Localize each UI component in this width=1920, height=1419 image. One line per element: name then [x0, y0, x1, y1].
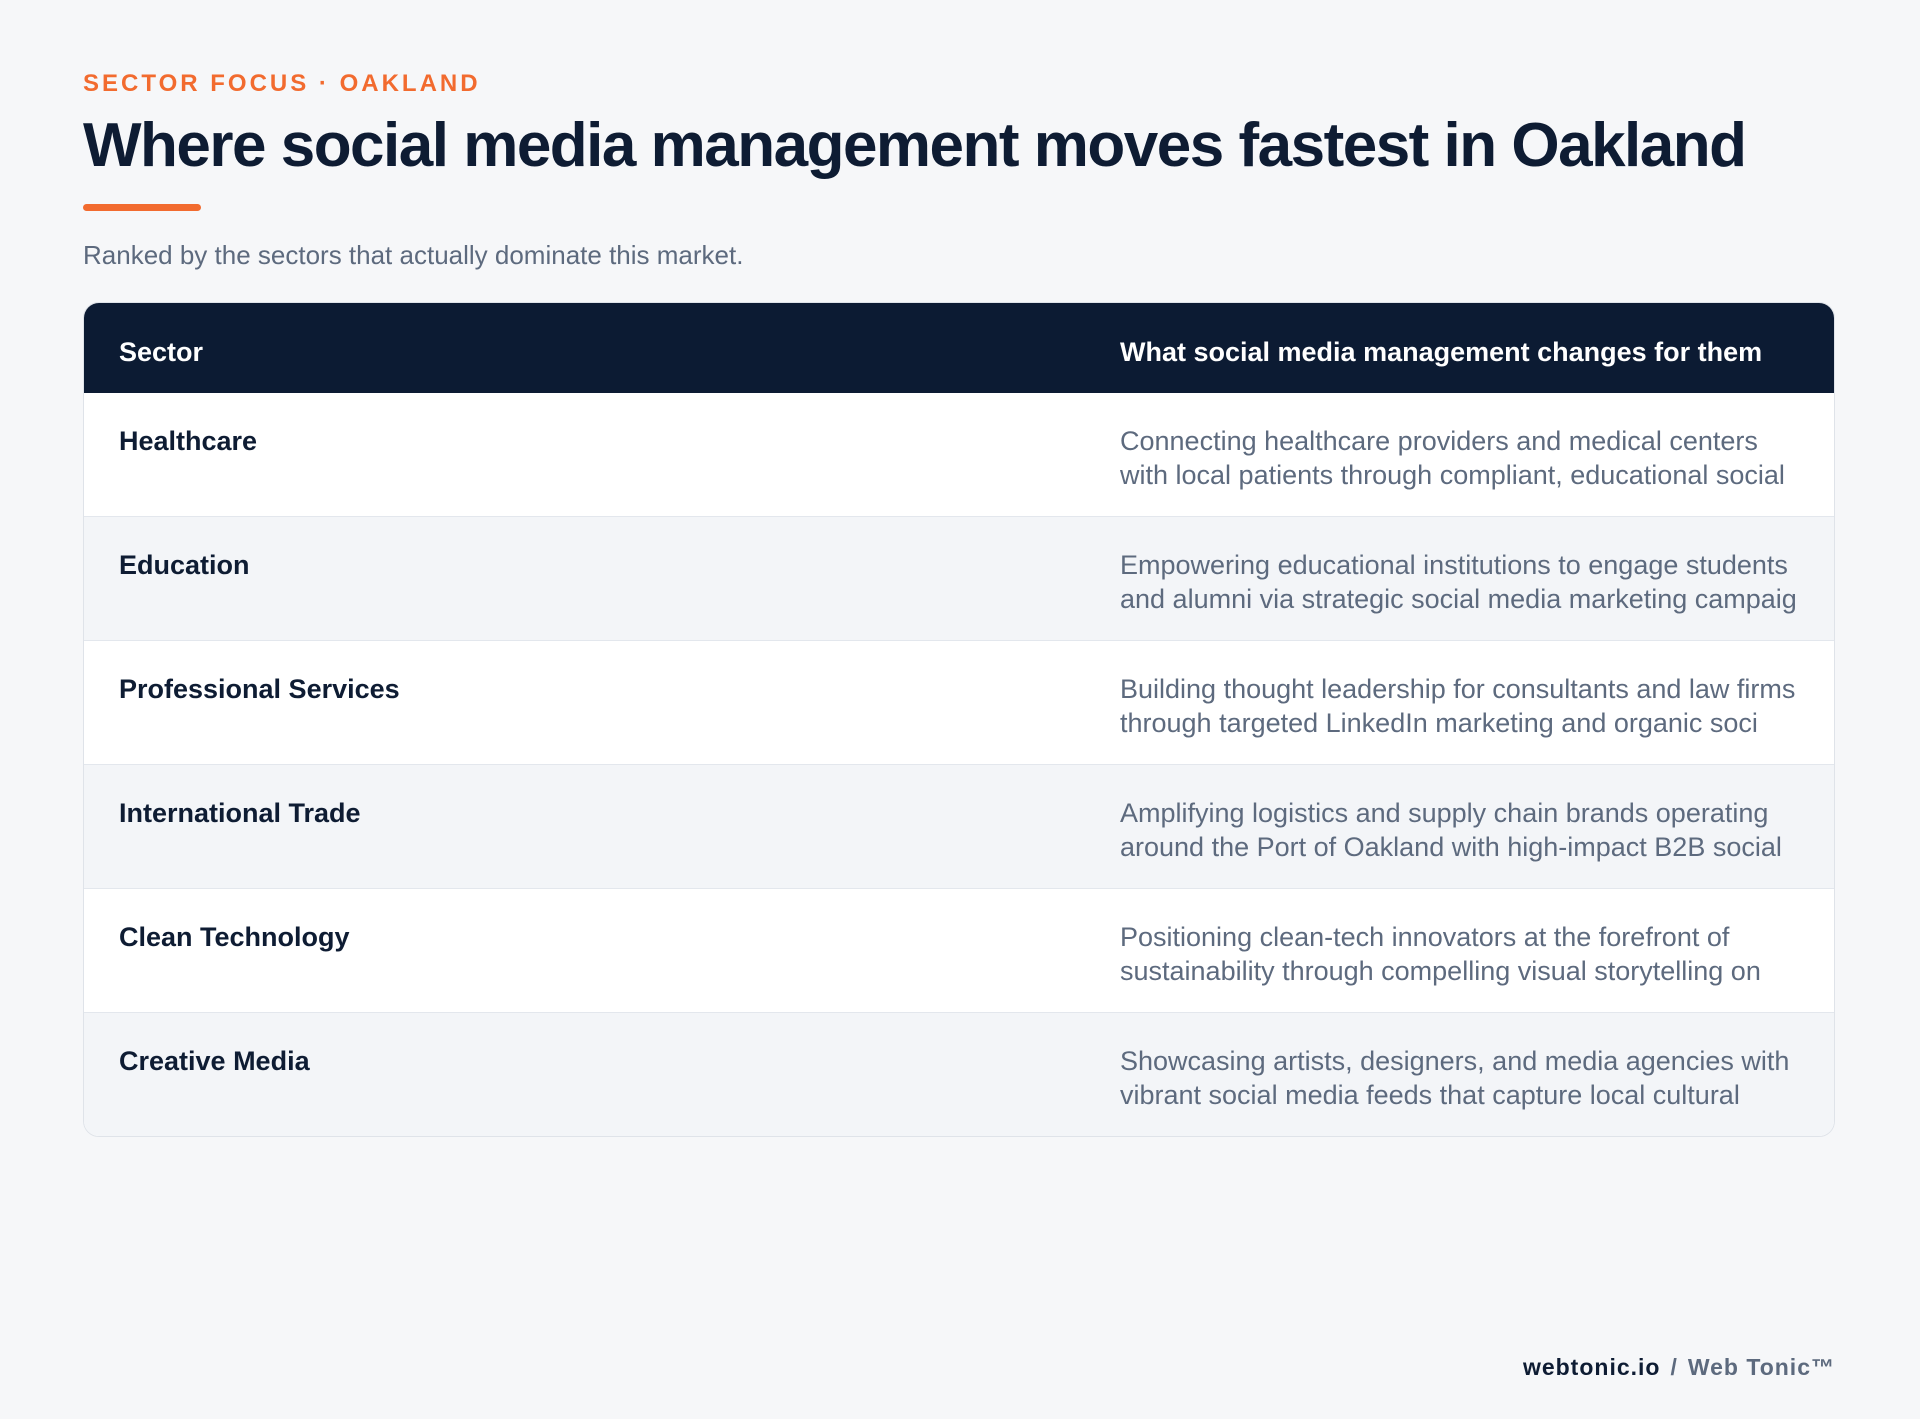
footer-separator: /	[1670, 1354, 1678, 1380]
sector-table: Sector What social media management chan…	[84, 303, 1834, 1136]
table-row: Healthcare Connecting healthcare provide…	[84, 393, 1834, 517]
column-header-changes: What social media management changes for…	[1120, 337, 1763, 367]
table-row: Creative Media Showcasing artists, desig…	[84, 1012, 1834, 1136]
page-content: SECTOR FOCUS · OAKLAND Where social medi…	[83, 70, 1835, 1137]
sector-description: Positioning clean-tech innovators at the…	[1085, 888, 1834, 1013]
sector-description: Empowering educational institutions to e…	[1085, 516, 1834, 641]
sector-description: Showcasing artists, designers, and media…	[1085, 1012, 1834, 1136]
sector-name: Creative Media	[84, 1012, 1085, 1136]
sector-name: Education	[84, 516, 1085, 641]
eyebrow-label: SECTOR FOCUS · OAKLAND	[83, 70, 481, 97]
table-row: Clean Technology Positioning clean-tech …	[84, 888, 1834, 1013]
table-body: Healthcare Connecting healthcare provide…	[84, 393, 1834, 1136]
sector-name: Healthcare	[119, 426, 258, 456]
sector-name: International Trade	[84, 764, 1085, 889]
sector-description: Amplifying logistics and supply chain br…	[1085, 764, 1834, 889]
sector-name: Professional Services	[84, 640, 1085, 765]
sector-name: Clean Technology	[84, 888, 1085, 1013]
footer-brand: Web Tonic™	[1687, 1354, 1835, 1380]
footer-domain: webtonic.io	[1522, 1354, 1661, 1380]
sector-description: Connecting healthcare providers and medi…	[1120, 426, 1785, 490]
table-row: Education Empowering educational institu…	[84, 516, 1834, 641]
table-header-row: Sector What social media management chan…	[84, 303, 1834, 393]
sector-table-card: Sector What social media management chan…	[83, 302, 1835, 1137]
table-row: International Trade Amplifying logistics…	[84, 764, 1834, 889]
table-header: Sector What social media management chan…	[84, 303, 1834, 393]
footer-credit: webtonic.io / Web Tonic™	[1523, 1353, 1835, 1381]
title-accent-bar	[83, 204, 201, 211]
page-title: Where social media management moves fast…	[83, 111, 1747, 180]
sector-description: Building thought leadership for consulta…	[1085, 640, 1834, 765]
page-subtitle: Ranked by the sectors that actually domi…	[83, 240, 744, 270]
column-header-sector: Sector	[119, 337, 204, 367]
table-row: Professional Services Building thought l…	[84, 640, 1834, 765]
